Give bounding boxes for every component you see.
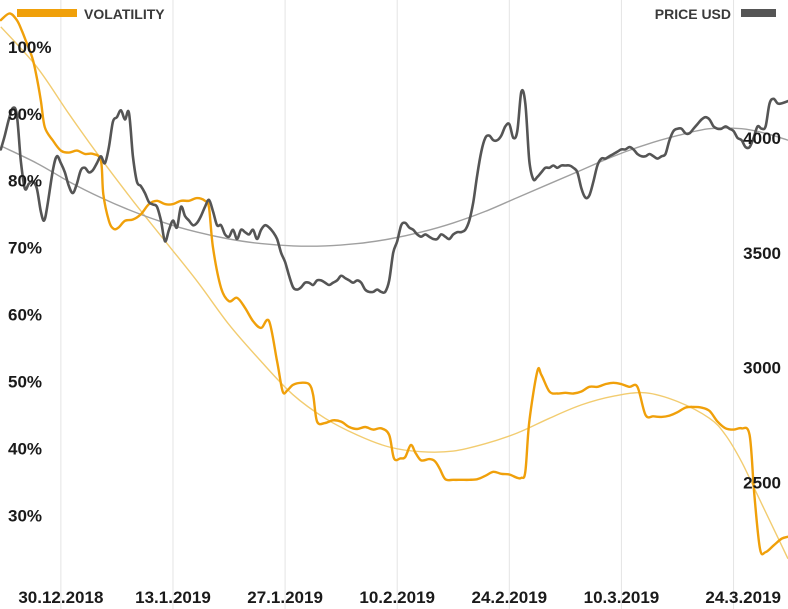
legend-price-swatch: [741, 9, 776, 17]
series-lines: [0, 12, 788, 556]
x-tick-label: 24.3.2019: [705, 588, 781, 607]
legend-price-label: PRICE USD: [655, 6, 731, 22]
x-tick-label: 10.2.2019: [359, 588, 435, 607]
left-tick-label: 90%: [8, 105, 42, 124]
x-tick-label: 24.2.2019: [471, 588, 547, 607]
x-tick-label: 13.1.2019: [135, 588, 211, 607]
right-tick-label: 3500: [743, 244, 781, 263]
right-tick-label: 4000: [743, 129, 781, 148]
vertical-grid: [60, 0, 735, 609]
left-axis-ticks: 100% 90% 80% 70% 60% 50% 40% 30%: [8, 38, 51, 525]
series-line-volatility: [0, 12, 788, 556]
left-tick-label: 50%: [8, 372, 42, 391]
x-tick-label: 30.12.2018: [18, 588, 103, 607]
trend-line-price: [0, 127, 788, 247]
right-axis-ticks: 4000 3500 3000 2500: [743, 129, 781, 493]
left-tick-label: 60%: [8, 306, 42, 325]
left-tick-label: 40%: [8, 439, 42, 458]
legend-price[interactable]: PRICE USD: [655, 6, 776, 22]
x-tick-label: 27.1.2019: [247, 588, 323, 607]
left-tick-label: 70%: [8, 239, 42, 258]
x-tick-label: 10.3.2019: [584, 588, 660, 607]
legend-volatility-label: VOLATILITY: [84, 6, 165, 22]
right-tick-label: 3000: [743, 359, 781, 378]
trend-lines: [0, 26, 788, 560]
series-line-price: [0, 88, 788, 295]
legend-volatility[interactable]: VOLATILITY: [17, 6, 165, 22]
left-tick-label: 80%: [8, 172, 42, 191]
legend-volatility-swatch: [17, 9, 77, 17]
left-tick-label: 30%: [8, 506, 42, 525]
left-tick-label: 100%: [8, 38, 51, 57]
right-tick-label: 2500: [743, 474, 781, 493]
x-axis-ticks: 30.12.2018 13.1.2019 27.1.2019 10.2.2019 24.…: [18, 588, 781, 607]
trend-line-volatility: [0, 26, 788, 560]
